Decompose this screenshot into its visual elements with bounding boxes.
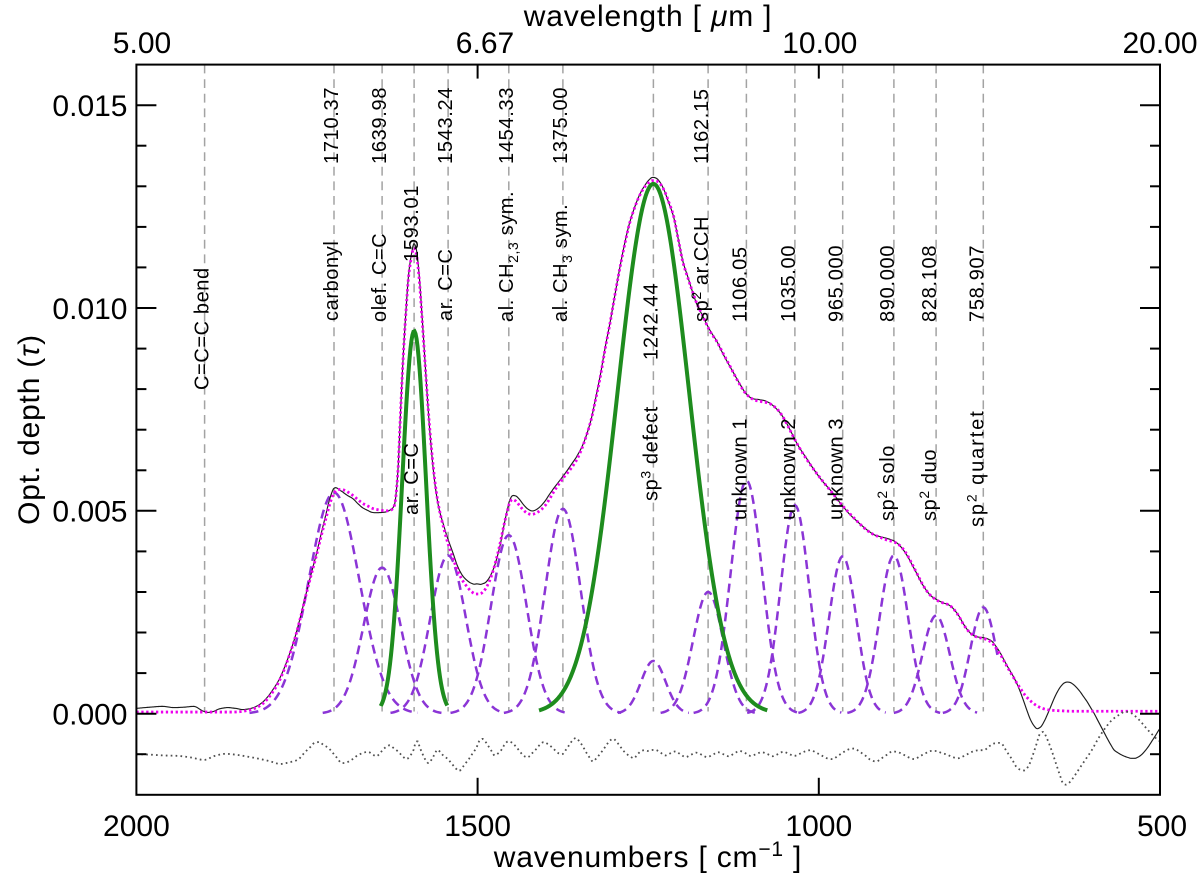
svg-text:al. CH2,3​ sym.: al. CH2,3​ sym. [496, 191, 521, 322]
svg-text:C=C=C bend: C=C=C bend [192, 267, 214, 390]
svg-text:5.00: 5.00 [113, 27, 171, 60]
svg-text:sp2​ quartet: sp2​ quartet [963, 409, 988, 527]
svg-text:olef. C=C: olef. C=C [369, 233, 391, 322]
svg-text:sp2​ solo: sp2​ solo [874, 445, 899, 521]
svg-text:wavelength [ μm ]: wavelength [ μm ] [523, 0, 773, 33]
svg-text:ar. C=C: ar. C=C [401, 442, 423, 515]
svg-text:1710.37: 1710.37 [321, 87, 343, 164]
svg-text:1375.00: 1375.00 [550, 87, 572, 164]
svg-text:2000: 2000 [103, 810, 170, 843]
svg-text:0.010: 0.010 [52, 293, 127, 326]
svg-text:0.015: 0.015 [52, 90, 127, 123]
svg-text:1500: 1500 [444, 810, 511, 843]
svg-text:1106.05: 1106.05 [729, 246, 751, 322]
svg-text:1543.24: 1543.24 [435, 87, 457, 164]
svg-text:sp3​ defect: sp3​ defect [637, 406, 662, 501]
svg-text:828.108: 828.108 [919, 245, 941, 322]
svg-text:758.907: 758.907 [966, 245, 988, 322]
svg-text:sp2​ duo: sp2​ duo [916, 449, 941, 521]
svg-text:1035.00: 1035.00 [778, 245, 800, 322]
svg-text:1639.98: 1639.98 [369, 87, 391, 164]
svg-text:0.005: 0.005 [52, 496, 127, 529]
svg-text:0.000: 0.000 [52, 699, 127, 732]
svg-text:965.000: 965.000 [826, 245, 848, 322]
svg-text:carbonyl: carbonyl [321, 241, 343, 321]
svg-text:Opt. depth (τ): Opt. depth (τ) [13, 334, 46, 525]
svg-text:1162.15: 1162.15 [691, 88, 713, 164]
svg-text:10.00: 10.00 [782, 27, 857, 60]
svg-text:unknown 2: unknown 2 [778, 418, 800, 520]
svg-text:6.67: 6.67 [456, 27, 514, 60]
svg-text:1454.33: 1454.33 [496, 87, 518, 164]
svg-text:wavenumbers [ cm−1 ]: wavenumbers [ cm−1 ] [493, 838, 802, 874]
svg-text:20.00: 20.00 [1122, 27, 1197, 60]
svg-text:ar. C=C: ar. C=C [435, 248, 457, 321]
svg-text:unknown 1: unknown 1 [729, 418, 751, 520]
svg-text:sp2​ ar.CCH: sp2​ ar.CCH [688, 216, 713, 322]
svg-text:500: 500 [1137, 810, 1187, 843]
svg-text:unknown 3: unknown 3 [826, 418, 848, 520]
svg-text:890.000: 890.000 [877, 245, 899, 322]
svg-text:1593.01: 1593.01 [401, 185, 423, 262]
svg-text:1000: 1000 [785, 810, 852, 843]
svg-text:1242.44: 1242.44 [640, 283, 662, 360]
